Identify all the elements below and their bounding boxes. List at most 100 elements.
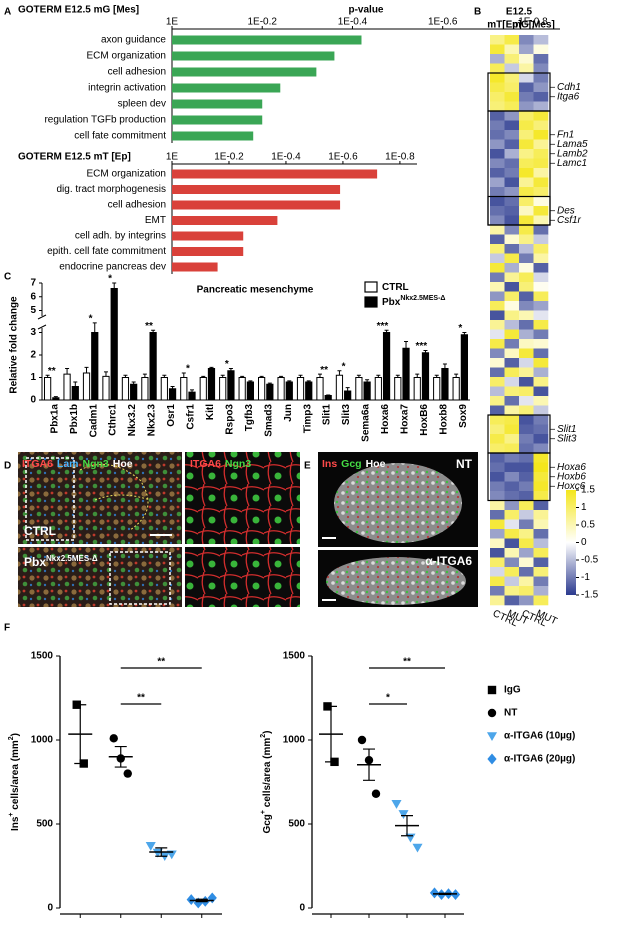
heatmap-cell [504,443,520,454]
x-axis-label: p-value [348,5,383,16]
x-tick-label: Sema6a [361,404,372,442]
bar [91,332,99,401]
error-bar [228,368,233,371]
heatmap-cell [490,348,505,359]
heatmap-cell [519,272,534,283]
bar [172,35,362,45]
y-axis-label-part: ) [262,730,273,733]
heatmap-cell [533,101,549,112]
heatmap-cell [490,462,505,473]
heatmap-cell [533,586,549,596]
heatmap-cell [519,510,534,520]
stain-label: Ins [322,458,337,470]
x-tick-label: 1E-0.4 [271,152,301,163]
x-tick-label: 1E [166,152,179,163]
bar [52,397,60,401]
x-tick-label: Timp3 [302,404,313,434]
bar [180,377,188,401]
sem-bar [325,705,337,763]
heatmap-cell [519,54,534,64]
heatmap-cell [490,149,505,159]
sem-bar [439,892,451,895]
heatmap-cell [533,301,549,311]
error-bar [170,386,175,389]
x-tick-label: Sox9 [458,404,469,428]
sem-bar [155,847,168,857]
heatmap-cell [490,358,505,368]
x-tick-label: Hoxb8 [438,404,449,435]
colorbar [566,490,576,595]
heatmap-cell [519,282,534,292]
y-tick-label: 500 [36,819,53,830]
error-bar [462,332,467,335]
heatmap-cell [504,586,520,596]
bar [44,377,52,401]
heatmap-cell [519,168,534,178]
row-label: Des [557,205,575,216]
error-bar [53,396,58,398]
heatmap-cell [490,139,505,150]
heatmap-cell [504,44,520,55]
heatmap-cell [519,225,534,235]
error-bar [248,380,253,382]
bar [413,377,421,401]
heatmap-cell [504,291,520,302]
heatmap-cell [490,111,505,121]
heatmap-cell [519,92,534,102]
error-bar [181,372,186,378]
heatmap-cell [533,253,549,264]
heatmap-cell [490,434,505,444]
heatmap-cell [533,538,549,549]
colorbar-tick-label: -1 [581,572,590,583]
legend-label-part: Pbx [382,297,401,308]
heatmap-cell [519,367,534,378]
marker [391,800,402,809]
heatmap-cell [490,82,505,93]
heatmap-cell [490,196,505,207]
x-tick-label: 1E-0.8 [518,17,548,28]
heatmap-cell [490,44,505,55]
error-bar [151,329,156,333]
zoom-outline [109,551,171,605]
heatmap-cell [490,35,505,45]
heatmap-cell [519,310,534,321]
x-tick-label: Csfr1 [186,404,197,430]
heatmap-cell [504,158,520,169]
heatmap-cell [533,310,549,321]
y-tick-label: 7 [30,278,36,289]
x-tick-label: 1E-0.2 [247,17,277,28]
heatmap-title: E12.5 [506,7,533,18]
heatmap-cell [519,187,534,197]
legend-swatch [364,296,378,308]
heatmap-cell [533,576,549,587]
heatmap-cell [533,149,549,159]
heatmap-cell [519,595,534,606]
bar [374,377,382,401]
y-tick-label: ECM organization [87,169,166,180]
x-tick-label: Hoxa7 [400,404,411,434]
heatmap-cell [490,291,505,302]
marker [109,734,118,743]
heatmap-cell [504,557,520,568]
significance: ** [145,321,153,332]
bar [121,377,130,401]
error-bar [434,374,439,378]
sem-bar [363,748,375,781]
heatmap-cell [490,510,505,520]
y-tick-label: 1000 [31,735,54,746]
row-label: Hoxc6 [557,481,586,492]
heatmap-cell [504,149,520,159]
heatmap-cell [519,44,534,55]
significance: ** [137,693,145,704]
heatmap-cell [504,348,520,359]
stain-labels: ITGA6 Ngn3 [190,458,251,470]
bar [172,200,341,210]
heatmap-cell [519,291,534,302]
y-tick-label: 0 [30,395,36,406]
panel-label: C [4,272,11,283]
heatmap-cell [533,187,549,197]
error-bar [384,329,389,333]
heatmap-cell [504,301,520,311]
significance: *** [377,321,389,332]
error-bar [345,387,350,391]
